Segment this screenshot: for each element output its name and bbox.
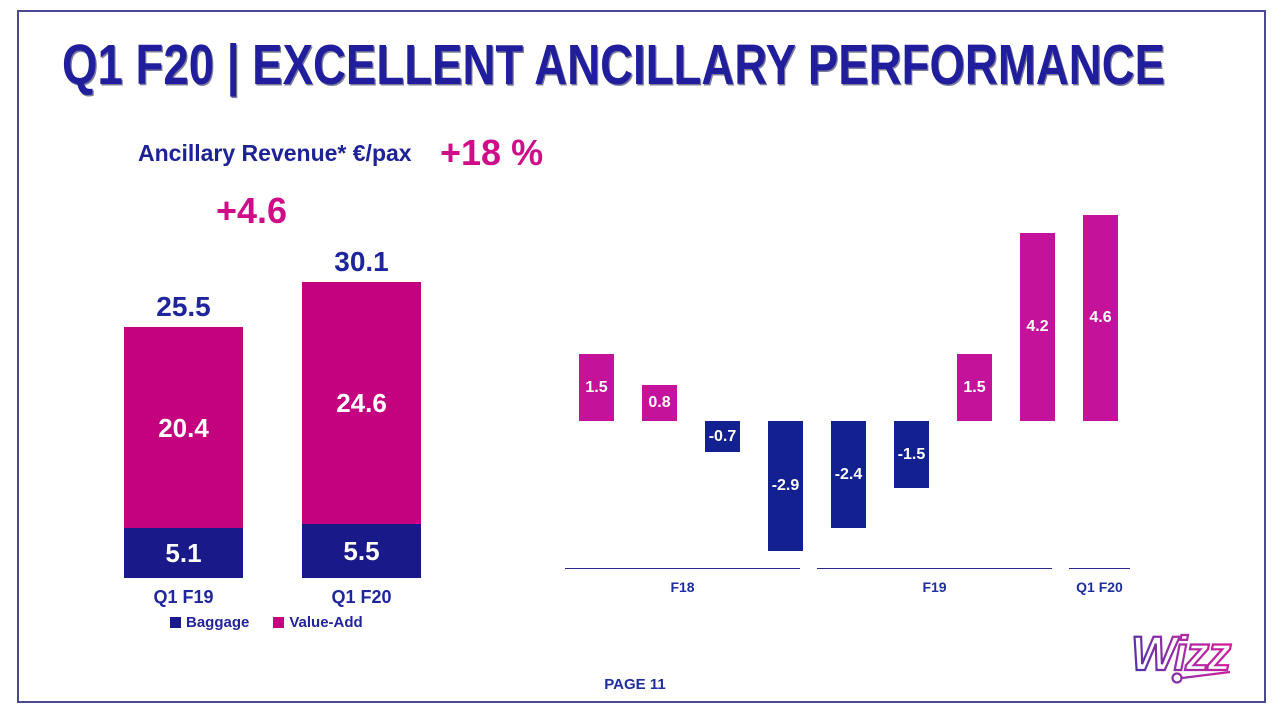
negative-bar	[768, 421, 803, 551]
total-value-label: 25.5	[156, 291, 211, 322]
baggage-segment	[124, 528, 243, 578]
bar-value-label: 4.2	[1026, 318, 1049, 335]
bar-value-label: 1.5	[585, 378, 608, 396]
value-add-segment	[124, 327, 243, 528]
total-value-label: 30.1	[334, 246, 389, 277]
bar-value-label: -0.7	[708, 427, 737, 445]
segment-value-label: 20.4	[158, 412, 209, 443]
value-add-swatch-icon	[273, 617, 285, 628]
legend: Baggage Value-Add	[170, 614, 363, 631]
bar-value-label: 4.6	[1089, 309, 1112, 326]
wizz-logo-icon: Wizz	[1130, 627, 1234, 684]
negative-bar	[705, 421, 740, 452]
positive-bar	[1083, 215, 1118, 421]
axis-group-line	[817, 568, 1052, 569]
bar-value-label: 0.8	[648, 394, 671, 411]
segment-value-label: 24.6	[336, 388, 387, 418]
axis-group-line	[1069, 568, 1130, 569]
negative-bar	[894, 421, 929, 488]
axis-group-label: F18	[670, 579, 695, 595]
legend-item-baggage: Baggage	[170, 614, 249, 631]
legend-label-value-add: Value-Add	[289, 614, 363, 631]
positive-bar	[579, 354, 614, 421]
legend-item-value-add: Value-Add	[273, 614, 363, 631]
negative-bar	[831, 421, 866, 528]
segment-value-label: 5.5	[343, 536, 380, 566]
segment-value-label: 5.1	[165, 538, 202, 568]
delta-annotation: +4.6	[216, 190, 288, 231]
positive-bar	[1020, 233, 1055, 421]
baggage-segment	[302, 524, 421, 578]
axis-group-label: Q1 F20	[1076, 579, 1123, 595]
page-number: PAGE 11	[604, 676, 666, 693]
bar-value-label: -2.9	[771, 477, 800, 494]
positive-bar	[957, 354, 992, 421]
value-add-segment	[302, 282, 421, 524]
axis-label-q1f19: Q1 F19	[153, 587, 214, 607]
positive-bar	[642, 385, 677, 421]
growth-annotation: +18 %	[440, 132, 544, 173]
left-chart-title: Ancillary Revenue* €/pax	[138, 140, 412, 166]
slide-title: Q1 F20 | EXCELLENT ANCILLARY PERFORMANCE	[62, 33, 1166, 97]
baggage-swatch-icon	[170, 617, 181, 628]
axis-group-line	[565, 568, 800, 569]
axis-group-label: F19	[922, 579, 947, 595]
legend-label-baggage: Baggage	[186, 614, 250, 631]
wizz-logo: Wizz wizzair.com	[1130, 627, 1256, 700]
bar-value-label: -2.4	[834, 465, 863, 483]
axis-label-q1f20: Q1 F20	[331, 587, 392, 607]
bar-value-label: -1.5	[897, 445, 926, 463]
bar-value-label: 1.5	[963, 378, 986, 396]
